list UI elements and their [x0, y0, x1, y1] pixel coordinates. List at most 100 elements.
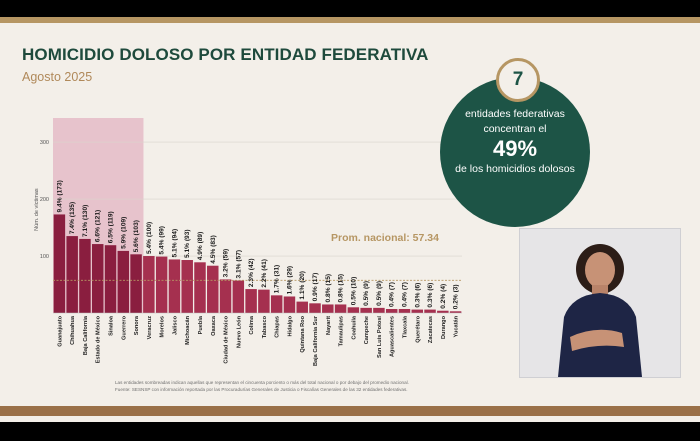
footnote-line2: Fuente: SESNSP con información reportada…: [115, 387, 408, 392]
bar-data-label: 5.6% (103): [133, 220, 140, 252]
bar: [104, 245, 117, 313]
sign-language-interpreter-video: [519, 228, 681, 378]
bar: [91, 244, 104, 313]
bar-data-label: 1.1% (20): [299, 271, 306, 300]
page-title: HOMICIDIO DOLOSO POR ENTIDAD FEDERATIVA: [22, 45, 429, 64]
bar: [347, 307, 360, 313]
bar-data-label: 1.6% (29): [286, 266, 293, 295]
average-label: Prom. nacional: 57.34: [331, 232, 439, 244]
bar-data-label: 0.5% (9): [363, 281, 370, 306]
bar: [309, 303, 321, 313]
bar-data-label: 5.4% (99): [159, 226, 166, 255]
stat-circle: entidades federativas concentran el 49% …: [440, 77, 590, 227]
bar: [322, 304, 334, 313]
bar: [398, 309, 411, 313]
bar: [411, 309, 424, 313]
bar: [283, 296, 296, 313]
bar: [437, 310, 449, 313]
stat-text-line3: de los homicidios dolosos: [455, 163, 575, 175]
bar: [449, 311, 462, 313]
bar: [207, 265, 219, 313]
bar-data-label: 0.5% (10): [350, 277, 357, 306]
x-tick-label: Campeche: [364, 316, 370, 344]
bar-data-label: 9.4% (173): [56, 180, 63, 212]
x-tick-label: Estado de México: [96, 315, 102, 363]
bar-data-label: 6.5% (119): [108, 211, 115, 243]
x-tick-label: Baja California Sur: [313, 315, 319, 366]
x-tick-label: Guerrero: [121, 315, 127, 340]
bar-data-label: 6.6% (121): [95, 210, 102, 242]
bar-data-label: 4.5% (83): [210, 235, 217, 264]
bar-data-label: 5.9% (109): [120, 217, 127, 249]
x-tick-label: Guanajuato: [57, 315, 63, 346]
bar: [194, 262, 206, 313]
bar: [219, 279, 232, 313]
bottom-accent-bar: [0, 406, 700, 416]
stat-text-line2: concentran el: [483, 123, 547, 135]
stat-number-badge: 7: [496, 58, 540, 102]
bar-data-label: 0.8% (15): [338, 274, 345, 303]
bar-data-label: 2.2% (41): [261, 259, 268, 288]
x-tick-label: Yucatán: [454, 315, 460, 337]
bar-data-label: 0.5% (9): [376, 281, 383, 306]
bar: [334, 304, 347, 313]
x-tick-label: Chiapas: [275, 316, 281, 338]
bar: [245, 289, 257, 313]
bar: [424, 309, 436, 313]
x-tick-label: Coahuila: [351, 315, 357, 340]
bar-data-label: 5.1% (94): [171, 229, 178, 258]
x-tick-label: Sinaloa: [109, 315, 115, 336]
bar: [168, 259, 181, 313]
bar: [258, 289, 270, 313]
bar-data-label: 7.4% (135): [69, 202, 76, 234]
x-tick-label: Hidalgo: [287, 315, 293, 336]
bar: [181, 260, 193, 313]
bar-data-label: 5.1% (93): [184, 229, 191, 258]
bar: [296, 301, 308, 313]
bar-data-label: 3.2% (59): [223, 249, 230, 278]
x-tick-label: Chihuahua: [70, 315, 76, 345]
bar-data-label: 0.2% (4): [440, 284, 447, 309]
bar-data-label: 3.1% (57): [235, 250, 242, 279]
bar-data-label: 0.9% (17): [312, 273, 319, 302]
bar: [66, 236, 78, 313]
x-tick-label: San Luis Potosí: [377, 316, 383, 358]
bar: [373, 307, 385, 313]
x-tick-label: Puebla: [198, 315, 204, 334]
x-tick-label: Durango: [441, 315, 447, 339]
y-tick-label: 100: [40, 254, 49, 260]
bar: [130, 254, 142, 313]
x-tick-label: Jalisco: [172, 315, 178, 335]
bar: [360, 307, 372, 313]
x-tick-label: Sonora: [134, 315, 140, 335]
bar-data-label: 7.1% (130): [82, 205, 89, 237]
x-tick-label: Zacatecas: [428, 316, 434, 343]
x-tick-label: Michoacán: [185, 315, 191, 344]
bar: [143, 256, 155, 313]
x-tick-label: Querétaro: [415, 315, 421, 342]
x-tick-label: Morelos: [160, 316, 166, 337]
x-tick-label: Quintana Roo: [300, 315, 306, 352]
y-tick-label: 300: [40, 140, 49, 146]
y-axis-label: Núm. de víctimas: [34, 188, 40, 231]
bar-data-label: 1.7% (31): [274, 265, 281, 294]
x-tick-label: Tlaxcala: [402, 315, 408, 338]
bar-data-label: 0.4% (7): [389, 282, 396, 307]
bar: [79, 238, 91, 313]
y-tick-label: 200: [40, 197, 49, 203]
bar-data-label: 0.2% (3): [453, 284, 460, 309]
bar-data-label: 0.3% (6): [414, 283, 421, 308]
x-tick-label: Oaxaca: [211, 315, 217, 336]
bar-data-label: 5.4% (100): [146, 222, 153, 254]
bar: [232, 280, 245, 313]
x-tick-label: Tabasco: [262, 315, 268, 338]
bar-data-label: 2.3% (42): [248, 258, 255, 287]
interpreter-illustration: [558, 244, 642, 377]
x-tick-label: Baja California: [83, 315, 89, 355]
x-tick-label: Colima: [249, 315, 255, 335]
bar-data-label: 0.3% (6): [427, 283, 434, 308]
bar: [53, 214, 66, 313]
footnote-line1: Las entidades sombreadas indican aquella…: [115, 380, 409, 385]
bar: [270, 295, 283, 313]
